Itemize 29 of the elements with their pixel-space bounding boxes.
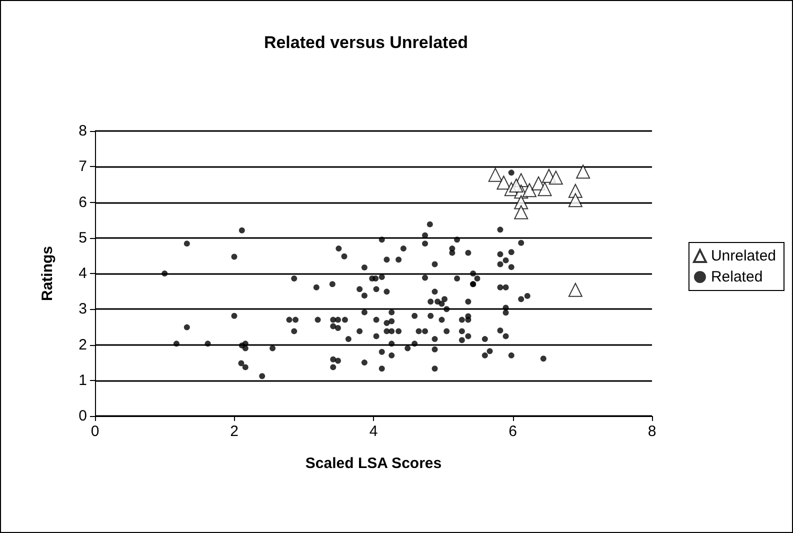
point — [522, 183, 536, 198]
point — [488, 168, 502, 182]
y-tick-label: 6 — [78, 194, 87, 211]
x-tick-label: 2 — [230, 423, 238, 440]
y-tick-label: 8 — [78, 122, 87, 140]
x-tick-label: 0 — [90, 423, 100, 440]
x-axis-title: Scaled LSA Scores — [305, 455, 442, 472]
y-tick-label: 4 — [78, 265, 87, 282]
point — [576, 164, 590, 179]
x-tick-label: 6 — [508, 423, 517, 440]
legend-label: Related — [710, 268, 763, 286]
point — [514, 205, 528, 220]
y-tick-label: 1 — [78, 372, 87, 389]
point — [496, 176, 511, 190]
chart-title: Related versus Unrelated — [264, 33, 468, 52]
y-tick-label: 3 — [78, 300, 87, 318]
point — [568, 282, 582, 297]
point — [548, 170, 563, 185]
x-tick-label: 4 — [369, 423, 378, 440]
y-tick-label: 5 — [78, 229, 87, 246]
y-axis-title: Ratings — [39, 246, 56, 302]
y-tick-label: 2 — [78, 336, 87, 354]
x-tick-label: 8 — [648, 423, 656, 440]
legend-label: Unrelated — [710, 248, 776, 264]
point — [568, 193, 582, 208]
y-tick-label: 7 — [78, 158, 87, 176]
point — [509, 178, 524, 193]
y-tick-label: 0 — [78, 408, 87, 424]
point — [538, 182, 552, 196]
